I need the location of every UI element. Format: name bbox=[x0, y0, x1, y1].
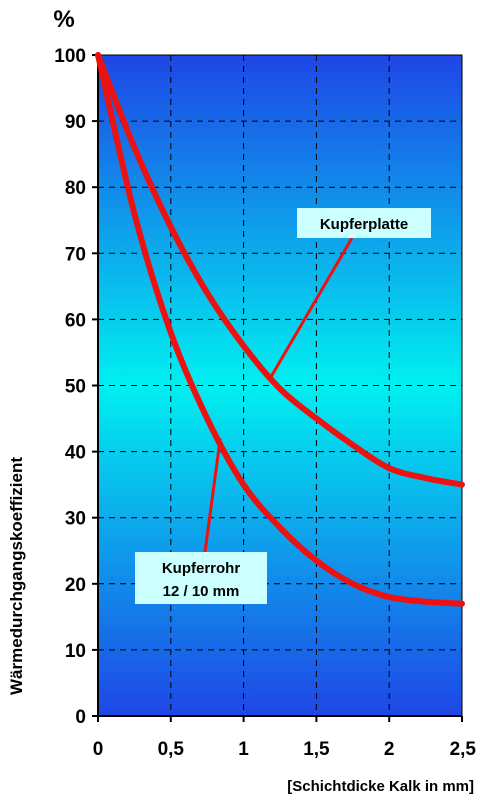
y-tick-label: 50 bbox=[65, 377, 86, 398]
annotation-box bbox=[297, 208, 431, 238]
annotation-layer: Kupferplatte Kupferrohr 12 / 10 mm bbox=[135, 208, 431, 604]
x-tick-label: 1,5 bbox=[303, 739, 330, 760]
y-tick-label: 0 bbox=[75, 707, 86, 728]
annotation-leader-line bbox=[268, 237, 354, 380]
y-tick-label: 100 bbox=[54, 46, 86, 67]
x-tick-label: 0,5 bbox=[158, 739, 185, 760]
series-line-kupferrohr bbox=[95, 52, 465, 607]
y-tick-label: 70 bbox=[65, 244, 86, 265]
y-tick-label: 10 bbox=[65, 641, 86, 662]
unit-label: % bbox=[53, 6, 74, 33]
annotation-leader-line bbox=[203, 438, 222, 553]
y-tick-label: 20 bbox=[65, 575, 86, 596]
annotation-label: 12 / 10 mm bbox=[163, 583, 240, 600]
x-tick-label: 2 bbox=[384, 739, 395, 760]
annotation-box bbox=[135, 552, 267, 604]
y-tick-label: 30 bbox=[65, 509, 86, 530]
x-tick-label: 2,5 bbox=[450, 739, 477, 760]
y-tick-label: 90 bbox=[65, 112, 86, 133]
y-tick-label: 80 bbox=[65, 178, 86, 199]
annotation-label: Kupferplatte bbox=[320, 216, 408, 233]
y-tick-label: 40 bbox=[65, 443, 86, 464]
x-axis-label: [Schichtdicke Kalk in mm] bbox=[287, 778, 474, 795]
x-tick-label: 1 bbox=[238, 739, 249, 760]
y-axis-label: Wärmedurchgangskoeffizient bbox=[7, 457, 26, 695]
annotation-label: Kupferrohr bbox=[162, 560, 240, 577]
y-tick-label: 60 bbox=[65, 310, 86, 331]
x-tick-label: 0 bbox=[93, 739, 104, 760]
tick-layer: 0 10 20 30 40 50 60 70 80 90 100 0 0,5 1 1,5 2 2,5 bbox=[54, 46, 476, 760]
